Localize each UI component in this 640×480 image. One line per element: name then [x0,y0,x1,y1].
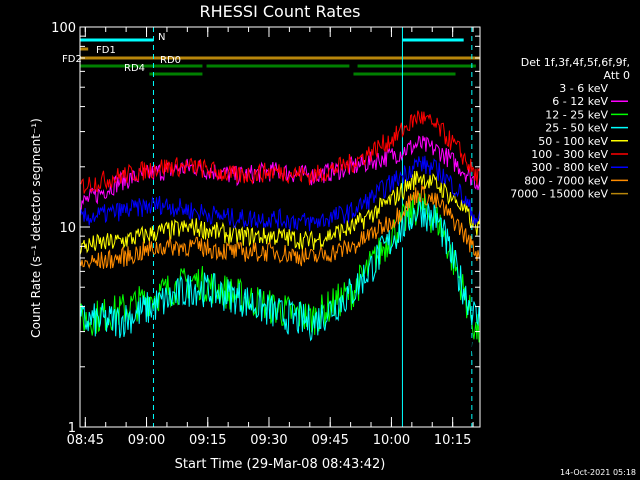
legend-header-line-2: Att 0 [604,69,630,82]
series-line [79,185,481,269]
series-lines [79,110,481,369]
x-tick-label: 10:00 [373,433,410,448]
y-axis-label: Count Rate (s⁻¹ detector segment⁻¹) [29,118,43,338]
series-line [79,191,481,369]
series-line [79,110,481,194]
flag-bar-label: RD0 [160,55,181,66]
flag-bar-label: RD4 [124,63,145,74]
y-tick-label: 100 [51,21,76,36]
plot-frame [79,26,481,428]
y-tick-label: 10 [59,221,76,236]
x-tick-label: 09:30 [250,433,287,448]
legend-header-line-1: Det 1f,3f,4f,5f,6f,9f, [521,56,630,69]
x-tick-label: 09:00 [128,433,165,448]
legend-label: 100 - 300 keV [531,148,608,161]
x-tick-label: 09:45 [311,433,348,448]
flag-bar-label: FD1 [96,45,116,56]
flag-bar-label: N [158,32,165,43]
y-tick-label: 1 [68,421,76,436]
legend-label: 300 - 800 keV [531,161,608,174]
series-line [79,170,481,255]
chart-title: RHESSI Count Rates [200,2,361,21]
timestamp: 14-Oct-2021 05:18 [560,468,636,477]
x-tick-label: 09:15 [189,433,226,448]
flag-bars: N FD1 FD2 RD0 RD4 [62,32,480,76]
legend-label: 25 - 50 keV [545,122,608,135]
x-tick-label: 08:45 [67,433,104,448]
flag-bar-label: FD2 [62,54,82,65]
series-line [79,155,481,232]
x-tick-label: 10:15 [434,433,471,448]
x-axis-label: Start Time (29-Mar-08 08:43:42) [175,457,386,472]
legend-label: 7000 - 15000 keV [510,188,608,201]
legend-label: 800 - 7000 keV [524,174,608,187]
legend-label: 3 - 6 keV [559,82,608,95]
series-line [79,197,481,342]
legend-label: 12 - 25 keV [545,108,608,121]
legend-label: 6 - 12 keV [552,95,608,108]
legend-label: 50 - 100 keV [538,135,608,148]
axes: 1 10 100 08:45 09:00 09:15 09:30 09:45 10:00 10:1… [51,21,481,448]
